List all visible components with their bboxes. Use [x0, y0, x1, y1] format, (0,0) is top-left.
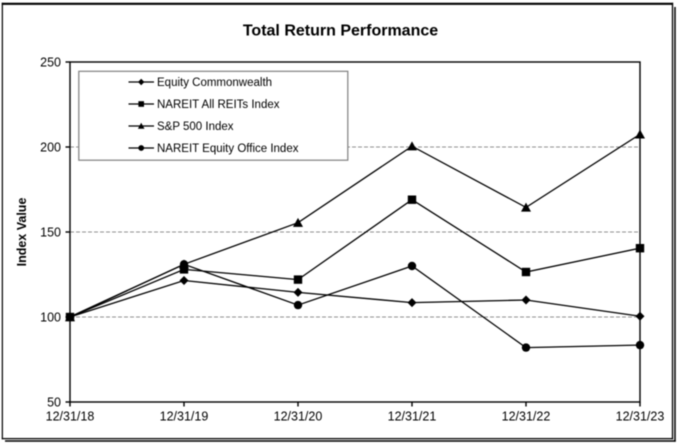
svg-text:150: 150	[40, 226, 61, 240]
svg-text:12/31/18: 12/31/18	[46, 410, 95, 424]
svg-text:12/31/20: 12/31/20	[274, 410, 323, 424]
svg-text:50: 50	[47, 396, 61, 410]
svg-text:NAREIT All REITs Index: NAREIT All REITs Index	[157, 99, 280, 111]
svg-text:200: 200	[40, 141, 61, 155]
svg-text:100: 100	[40, 311, 61, 325]
svg-text:S&P 500 Index: S&P 500 Index	[157, 121, 234, 133]
svg-text:Index Value: Index Value	[15, 198, 29, 267]
svg-text:Equity Commonwealth: Equity Commonwealth	[157, 77, 272, 89]
svg-text:12/31/19: 12/31/19	[160, 410, 209, 424]
svg-text:12/31/22: 12/31/22	[502, 410, 551, 424]
svg-text:Total Return Performance: Total Return Performance	[243, 23, 438, 40]
svg-text:12/31/21: 12/31/21	[388, 410, 437, 424]
svg-text:12/31/23: 12/31/23	[616, 410, 665, 424]
svg-text:NAREIT Equity Office Index: NAREIT Equity Office Index	[157, 143, 299, 155]
svg-text:250: 250	[40, 56, 61, 70]
